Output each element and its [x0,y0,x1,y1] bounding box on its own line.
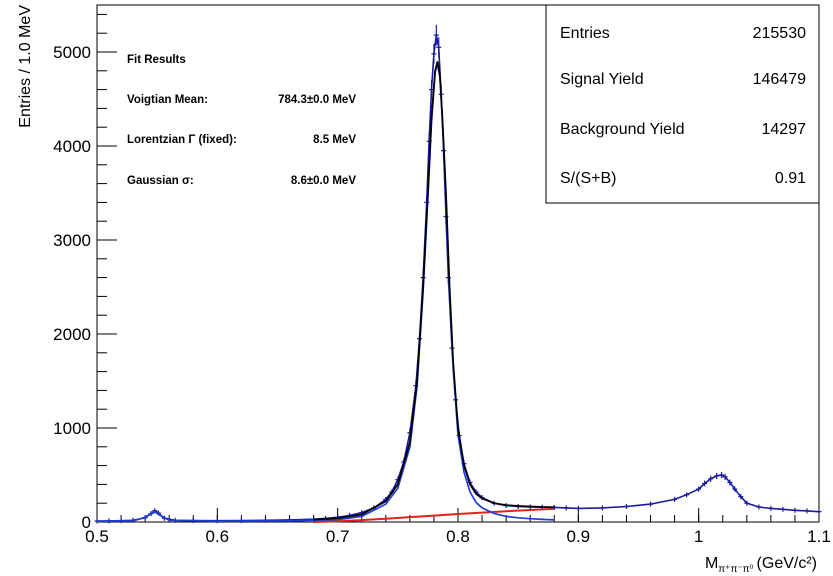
fit-sigma-label: Gaussian σ: [127,175,194,187]
stats-entries-label: Entries [560,25,610,42]
y-tick-label: 5000 [53,43,91,62]
y-axis-title: Entries / 1.0 MeV [17,5,34,128]
fit-gamma-label: Lorentzian Γ (fixed): [127,134,237,146]
series-group [94,24,822,524]
x-tick-label: 1.1 [807,527,831,546]
y-tick-label: 3000 [53,231,91,250]
stats-ratio-value: 0.91 [775,170,806,187]
stats-box: Entries 215530 Signal Yield 146479 Backg… [545,4,820,204]
fit-sigma-value: 8.6±0.0 MeV [291,175,356,187]
x-tick-label: 0.9 [567,527,591,546]
x-axis-title-main: M [705,555,718,572]
stats-box-frame [545,4,820,204]
x-tick-labels: 0.5 0.6 0.7 0.8 0.9 1 1.1 [85,527,831,546]
fit-mean-value: 784.3±0.0 MeV [278,94,356,106]
x-tick-label: 1 [694,527,703,546]
fit-gamma-value: 8.5 MeV [313,134,356,146]
fit-results-heading: Fit Results [127,54,186,66]
stats-background-label: Background Yield [560,121,685,138]
series-background-fit-line [313,507,555,523]
stats-entries-value: 215530 [753,25,806,42]
x-axis-title-subscript: π⁺π⁻π⁰ [718,564,753,575]
stats-signal-label: Signal Yield [560,71,644,88]
x-tick-label: 0.6 [206,527,230,546]
fit-results-box: Fit Results Voigtian Mean: 784.3±0.0 MeV… [127,54,356,187]
x-tick-label: 0.5 [85,527,109,546]
x-axis-title-unit: (GeV/c²) [757,555,817,572]
series-signal-fit-line [96,63,555,523]
stats-signal-value: 146479 [753,71,806,88]
y-tick-label: 0 [82,513,91,532]
fit-mean-label: Voigtian Mean: [127,94,208,106]
x-tick-label: 0.7 [326,527,350,546]
x-axis-title: Mπ⁺π⁻π⁰ (GeV/c²) [705,555,817,575]
series-total-fit-line [313,61,555,521]
x-tick-label: 0.8 [446,527,470,546]
y-tick-label: 4000 [53,137,91,156]
stats-ratio-label: S/(S+B) [560,170,616,187]
y-tick-label: 2000 [53,325,91,344]
stats-background-value: 14297 [762,121,807,138]
y-tick-labels: 0 1000 2000 3000 4000 5000 [53,43,91,532]
y-tick-label: 1000 [53,419,91,438]
